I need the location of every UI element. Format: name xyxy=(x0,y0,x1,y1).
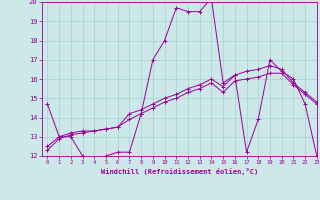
X-axis label: Windchill (Refroidissement éolien,°C): Windchill (Refroidissement éolien,°C) xyxy=(100,168,258,175)
